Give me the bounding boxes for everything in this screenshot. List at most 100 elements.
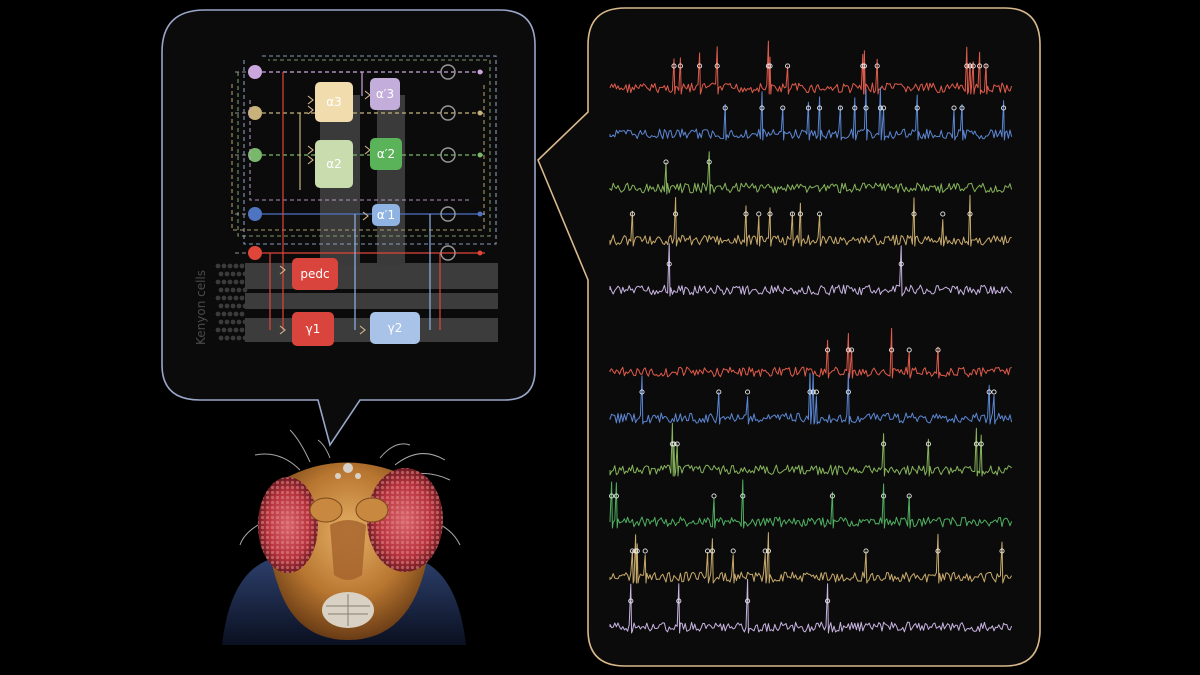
mb-compartments: α3 α′3 α2 α′2 α′1 pedc γ1 γ2	[292, 78, 420, 346]
spike-marker	[877, 105, 883, 111]
spike-marker	[780, 105, 786, 111]
spike-marker	[906, 347, 912, 353]
spike-marker	[817, 105, 823, 111]
spike-marker	[837, 105, 843, 111]
spike-marker	[785, 63, 791, 69]
spike-marker	[1001, 105, 1007, 111]
kenyon-cell-dot	[215, 279, 221, 285]
kenyon-cell-dot	[230, 319, 236, 325]
spike-marker	[743, 211, 749, 217]
spike-marker	[967, 63, 973, 69]
spike-marker	[609, 493, 615, 499]
kenyon-cell-dot	[239, 279, 245, 285]
spike-marker	[666, 261, 672, 267]
spike-marker	[999, 548, 1005, 554]
spike-marker	[911, 211, 917, 217]
output-neuron-circle	[440, 64, 456, 80]
spike-marker	[805, 105, 811, 111]
spike-marker	[677, 63, 683, 69]
spike-marker	[986, 389, 992, 395]
spike-marker	[722, 105, 728, 111]
compartment-a2: α2	[315, 140, 353, 188]
spike-marker	[825, 347, 831, 353]
compartment-box	[315, 82, 353, 122]
compartment-box	[372, 204, 400, 226]
trace-line	[609, 422, 1012, 477]
trace-row	[609, 151, 1013, 195]
spike-marker	[951, 105, 957, 111]
output-neuron-circle	[440, 147, 456, 163]
kenyon-cell-dot	[233, 295, 239, 301]
spike-marker	[935, 548, 941, 554]
output-neuron-circle	[440, 105, 456, 121]
kenyon-cell-dot	[230, 287, 236, 293]
spike-marker	[663, 159, 669, 165]
spike-marker	[964, 63, 970, 69]
kenyon-cell-dot	[239, 263, 245, 269]
kenyon-cells-label: Kenyon cells	[194, 270, 208, 345]
circuit-panel: Kenyon cells α3 α′3 α2 α′2 α′1 pedc γ1 γ2	[161, 9, 536, 447]
spike-marker	[991, 389, 997, 395]
compartment-label: α′2	[377, 147, 395, 161]
synapse-arrow	[307, 105, 314, 115]
spike-marker	[959, 105, 965, 111]
kenyon-cell-dot	[230, 303, 236, 309]
kenyon-cell-dot	[236, 319, 242, 325]
trace-row	[609, 243, 1012, 297]
spike-marker	[705, 548, 711, 554]
compartment-ap3: α′3	[370, 78, 400, 110]
trace-line	[609, 532, 1013, 584]
trace-row	[609, 194, 1012, 247]
kenyon-cell-dot	[227, 279, 233, 285]
trace-row	[609, 479, 1013, 529]
kenyon-cell-dot	[221, 263, 227, 269]
kenyon-cell-dot	[224, 319, 230, 325]
spike-marker	[765, 63, 771, 69]
kenyon-cell-dot	[218, 271, 224, 277]
kenyon-cell-dot	[236, 287, 242, 293]
kenyon-cell-dot	[233, 327, 239, 333]
spike-marker	[797, 211, 803, 217]
kenyon-cell-dot	[224, 335, 230, 341]
kenyon-cell-dot	[221, 279, 227, 285]
spike-marker	[767, 63, 773, 69]
spike-marker	[817, 211, 823, 217]
trace-line	[609, 327, 1012, 379]
spike-marker	[709, 548, 715, 554]
kenyon-cell-dot	[230, 271, 236, 277]
compartment-box	[370, 138, 402, 170]
dashed-feedback-wire	[249, 100, 470, 201]
kenyon-cell-dot	[236, 335, 242, 341]
spike-marker	[863, 105, 869, 111]
spike-marker	[881, 441, 887, 447]
traces-panel-bubble	[537, 7, 1041, 667]
kenyon-cell-dot	[224, 303, 230, 309]
kenyon-cell-dot	[239, 327, 245, 333]
input-neuron-dot	[248, 246, 262, 260]
kenyon-cell-dot	[221, 311, 227, 317]
spike-marker	[613, 493, 619, 499]
compartment-label: γ2	[388, 321, 403, 335]
kenyon-cell-dot	[227, 263, 233, 269]
trace-line	[609, 194, 1012, 247]
spike-marker	[789, 211, 795, 217]
spike-marker	[629, 211, 635, 217]
spike-marker	[845, 347, 851, 353]
trace-line	[609, 243, 1012, 297]
kc-vertical-lobe-ap	[377, 95, 405, 265]
compartment-box	[315, 140, 353, 188]
spike-marker	[673, 211, 679, 217]
wire-terminal	[477, 152, 483, 158]
spike-marker	[906, 493, 912, 499]
synapse-arrow	[307, 155, 314, 165]
compartment-label: α3	[326, 95, 342, 109]
dashed-feedback-wire	[231, 84, 485, 231]
trace-line	[609, 372, 1013, 425]
trace-line	[609, 479, 1013, 529]
spike-marker	[767, 211, 773, 217]
kenyon-cell-dot	[215, 311, 221, 317]
spike-marker	[973, 441, 979, 447]
kenyon-cell-dot	[236, 271, 242, 277]
spike-marker	[628, 598, 634, 604]
